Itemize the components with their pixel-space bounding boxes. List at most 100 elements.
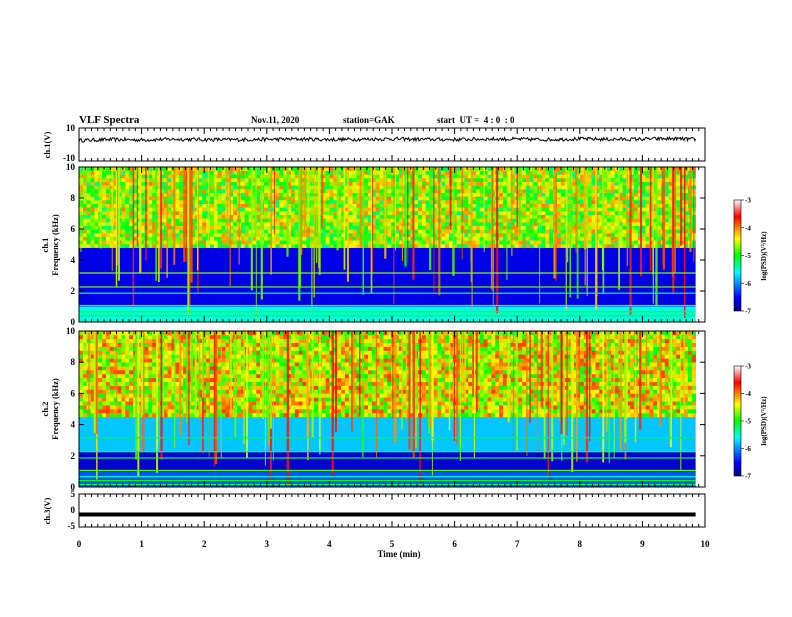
spectrogram-cell [534,233,538,237]
spectrogram-cell [642,207,646,211]
spectrogram-streak [208,167,210,245]
spectrogram-cell [125,335,129,339]
spectrogram-cell [152,390,156,394]
spectrogram-cell [518,244,522,248]
spectrogram-cell [557,218,561,222]
spectrogram-cell [526,178,530,182]
spectrogram-cell [168,413,172,417]
spectrogram-cell [129,386,133,390]
spectrogram-cell [330,167,334,171]
spectrogram-cell [561,207,565,211]
spectrogram-cell [580,171,584,175]
spectrogram-cell [611,226,615,230]
spectrogram-cell [665,185,669,189]
spectrogram-cell [542,200,546,204]
spectrogram-cell [264,331,268,335]
spectrogram-cell [330,174,334,178]
spectrogram-cell [102,171,106,175]
spectrogram-cell [102,218,106,222]
spectrogram-cell [472,215,476,219]
spectrogram-cell [291,413,295,417]
spectrogram-cell [276,244,280,248]
spectrogram-cell [646,233,650,237]
spectrogram-cell [291,382,295,386]
spectrogram-cell [102,393,106,397]
spectrogram-cell [125,218,129,222]
spectrogram-cell [322,237,326,241]
spectrogram-cell [634,204,638,208]
spectrogram-cell [121,339,125,343]
spectrogram-cell [476,237,480,241]
spectrogram-cell [472,182,476,186]
spectrogram-cell [83,222,87,226]
spectrogram-cell [168,182,172,186]
spectrogram-cell [175,354,179,358]
spectrogram-cell [233,207,237,211]
spectrogram-cell [121,185,125,189]
spectrogram-cell [364,237,368,241]
spectrogram-cell [376,193,380,197]
spectrogram-line [79,272,696,273]
spectrogram-cell [175,174,179,178]
spectrogram-cell [414,211,418,215]
spectrogram-cell [98,413,102,417]
spectrogram-cell [634,196,638,200]
spectrogram-cell [464,233,468,237]
spectrogram-cell [106,237,110,241]
spectrogram-cell [252,409,256,413]
spectrogram-cell [642,222,646,226]
spectrogram-cell [191,405,195,409]
spectrogram-cell [125,211,129,215]
spectrogram-cell [94,193,98,197]
spectrogram-cell [580,222,584,226]
spectrogram-cell [87,167,91,171]
spectrogram-cell [476,244,480,248]
spectrogram-cell [607,167,611,171]
spectrogram-cell [114,331,118,335]
spectrogram-cell [526,237,530,241]
spectrogram-cell [561,196,565,200]
spectrogram-cell [306,237,310,241]
spectrogram-cell [249,366,253,370]
spectrogram-cell [364,215,368,219]
spectrogram-cell [545,211,549,215]
spectrogram-cell [256,386,260,390]
spectrogram-cell [233,174,237,178]
spectrogram-cell [202,211,206,215]
spectrogram-cell [472,244,476,248]
spectrogram-cell [464,200,468,204]
spectrogram-cell [256,351,260,355]
spectrogram-cell [222,178,226,182]
spectrogram-cell [218,215,222,219]
spectrogram-cell [353,211,357,215]
spectrogram-cell [110,335,114,339]
spectrogram-cell [233,182,237,186]
spectrogram-cell [580,178,584,182]
spectrogram-cell [499,196,503,200]
spectrogram-cell [522,222,526,226]
spectrogram-cell [168,189,172,193]
spectrogram-cell [349,178,353,182]
spectrogram-line [79,319,696,320]
spectrogram-cell [222,413,226,417]
spectrogram-cell [522,211,526,215]
spectrogram-cell [291,393,295,397]
spectrogram-cell [83,354,87,358]
spectrogram-cell [364,204,368,208]
spectrogram-cell [665,193,669,197]
spectrogram-cell [665,237,669,241]
spectrogram-cell [98,401,102,405]
spectrogram-cell [414,193,418,197]
spectrogram-cell [148,331,152,335]
spectrogram-cell [364,200,368,204]
spectrogram-cell [249,331,253,335]
spectrogram-cell [249,409,253,413]
spectrogram-cell [129,358,133,362]
spectrogram-cell [256,370,260,374]
spectrogram-cell [125,413,129,417]
spectrogram-cell [607,222,611,226]
spectrogram-cell [676,174,680,178]
spectrogram-cell [561,200,565,204]
spectrogram-cell [353,244,357,248]
spectrogram-streak [197,167,198,270]
